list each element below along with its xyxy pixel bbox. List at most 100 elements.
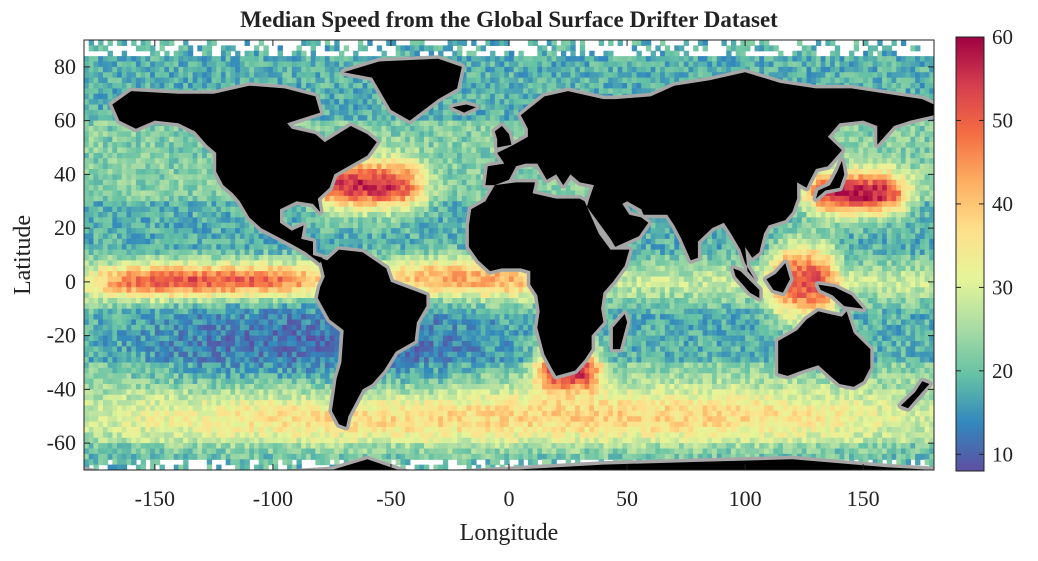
heatmap-cell: [197, 190, 203, 197]
heatmap-cell: [740, 45, 746, 52]
heatmap-cell: [579, 40, 586, 46]
heatmap-cell: [523, 72, 529, 79]
heatmap-cell: [919, 83, 926, 89]
heatmap-cell: [88, 93, 95, 100]
heatmap-cell: [121, 40, 128, 46]
heatmap-cell: [164, 50, 170, 57]
heatmap-cell: [853, 158, 860, 165]
heatmap-cell: [461, 72, 468, 79]
heatmap-cell: [202, 195, 208, 202]
heatmap-cell: [471, 93, 477, 100]
heatmap-cell: [159, 72, 165, 79]
heatmap-cell: [353, 195, 359, 202]
heatmap-cell: [169, 61, 175, 68]
heatmap-cell: [442, 120, 449, 127]
heatmap-cell: [551, 179, 557, 186]
heatmap-cell: [929, 56, 934, 63]
heatmap-cell: [617, 40, 623, 46]
heatmap-cell: [419, 40, 425, 46]
heatmap-cell: [631, 77, 638, 84]
heatmap-cell: [565, 40, 571, 46]
heatmap-cell: [447, 56, 453, 63]
heatmap-cell: [768, 61, 775, 68]
heatmap-cell: [905, 66, 911, 73]
heatmap-cell: [433, 174, 439, 181]
heatmap-cell: [140, 195, 146, 202]
heatmap-cell: [183, 56, 189, 63]
heatmap-cell: [419, 136, 425, 143]
heatmap-cell: [206, 174, 213, 181]
heatmap-cell: [102, 190, 109, 197]
heatmap-cell: [192, 152, 198, 159]
heatmap-cell: [140, 190, 146, 197]
heatmap-cell: [461, 174, 468, 181]
heatmap-cell: [287, 56, 293, 63]
heatmap-cell: [891, 40, 897, 46]
heatmap-cell: [216, 77, 222, 84]
heatmap-cell: [693, 56, 699, 63]
heatmap-cell: [362, 190, 368, 197]
heatmap-cell: [135, 136, 142, 143]
heatmap-cell: [891, 169, 897, 175]
heatmap-cell: [867, 83, 874, 89]
heatmap-cell: [88, 120, 95, 127]
heatmap-cell: [872, 61, 878, 68]
heatmap-cell: [84, 147, 90, 154]
heatmap-cell: [504, 61, 510, 68]
heatmap-cell: [424, 126, 430, 132]
heatmap-cell: [438, 45, 444, 52]
heatmap-cell: [150, 61, 156, 68]
heatmap-cell: [466, 179, 472, 186]
heatmap-cell: [858, 61, 864, 68]
heatmap-cell: [730, 66, 737, 73]
heatmap-cell: [381, 104, 387, 111]
heatmap-cell: [164, 61, 170, 68]
heatmap-cell: [287, 72, 293, 79]
heatmap-cell: [305, 40, 312, 46]
heatmap-cell: [820, 56, 826, 63]
heatmap-cell: [494, 93, 501, 100]
heatmap-cell: [891, 142, 897, 149]
heatmap-cell: [202, 158, 208, 165]
heatmap-cell: [466, 147, 472, 154]
heatmap-cell: [509, 83, 515, 89]
heatmap-cell: [244, 72, 250, 79]
heatmap-cell: [527, 88, 534, 95]
heatmap-cell: [839, 56, 845, 63]
heatmap-cell: [102, 61, 109, 68]
heatmap-cell: [428, 195, 435, 202]
heatmap-cell: [372, 174, 378, 181]
heatmap-cell: [357, 179, 364, 186]
heatmap-cell: [480, 61, 486, 68]
heatmap-cell: [353, 120, 359, 127]
heatmap-cell: [424, 45, 430, 52]
heatmap-cell: [305, 72, 312, 79]
heatmap-cell: [169, 195, 175, 202]
heatmap-cell: [339, 50, 345, 57]
heatmap-cell: [343, 56, 350, 63]
heatmap-cell: [905, 169, 911, 175]
heatmap-cell: [447, 158, 453, 165]
heatmap-cell: [622, 66, 628, 73]
heatmap-cell: [348, 185, 354, 192]
heatmap-cell: [334, 185, 340, 192]
heatmap-cell: [315, 66, 321, 73]
heatmap-cell: [372, 109, 378, 116]
heatmap-cell: [202, 72, 208, 79]
heatmap-cell: [697, 40, 704, 46]
heatmap-cell: [518, 174, 524, 181]
heatmap-cell: [206, 77, 213, 84]
heatmap-cell: [570, 179, 576, 186]
heatmap-cell: [608, 50, 614, 57]
heatmap-cell: [211, 174, 217, 181]
heatmap-cell: [811, 61, 817, 68]
heatmap-cell: [372, 195, 378, 202]
heatmap-cell: [405, 195, 411, 202]
heatmap-cell: [551, 66, 557, 73]
heatmap-cell: [764, 66, 770, 73]
heatmap-cell: [745, 61, 751, 68]
heatmap-cell: [579, 185, 586, 192]
heatmap-cell: [485, 131, 491, 138]
heatmap-cell: [811, 45, 817, 52]
